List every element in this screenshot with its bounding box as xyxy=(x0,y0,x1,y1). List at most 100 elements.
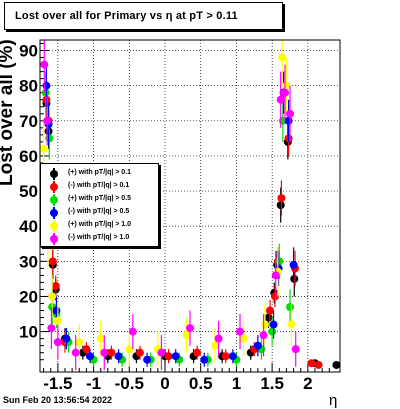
data-point xyxy=(45,134,54,143)
legend-label: (+) with pT/|q| > 0.1 xyxy=(68,169,132,176)
legend-marker xyxy=(50,183,58,191)
y-tick-label: 80 xyxy=(19,77,38,96)
x-axis-label: η xyxy=(329,392,338,409)
data-point xyxy=(276,95,285,104)
chart-title-box: Lost over all for Primary vs η at pT > 0… xyxy=(4,2,283,30)
data-point xyxy=(128,327,137,336)
legend-entry: (-) with pT/|q| > 0.5 xyxy=(41,207,158,219)
y-tick-label: 20 xyxy=(19,287,38,306)
data-point xyxy=(278,53,287,62)
data-point xyxy=(86,352,94,361)
data-point xyxy=(264,313,273,322)
x-tick-label: -1.5 xyxy=(43,374,72,393)
data-point xyxy=(125,345,134,354)
data-point xyxy=(62,334,71,343)
data-point xyxy=(52,306,61,315)
data-point xyxy=(290,274,299,283)
x-tick-label: 2 xyxy=(303,374,312,393)
data-point xyxy=(136,348,144,357)
y-tick-label: 70 xyxy=(19,112,38,131)
legend-label: (+) with pT/|q| > 0.5 xyxy=(68,195,132,202)
data-point xyxy=(214,334,223,343)
legend-entry: (+) with pT/|q| > 1.0 xyxy=(41,220,158,232)
data-point xyxy=(271,292,279,301)
chart-title: Lost over all for Primary vs η at pT > 0… xyxy=(15,10,238,22)
data-point xyxy=(41,88,50,97)
y-tick-label: 30 xyxy=(19,252,38,271)
data-point xyxy=(228,352,237,361)
x-tick-label: -1 xyxy=(86,374,101,393)
data-point xyxy=(332,360,341,369)
data-point xyxy=(47,324,56,333)
legend-label: (-) with pT/|q| > 0.1 xyxy=(68,182,130,189)
data-point xyxy=(182,331,191,340)
data-point xyxy=(164,352,173,361)
legend-marker xyxy=(50,222,58,230)
legend-marker xyxy=(50,196,58,204)
x-tick-label: 1 xyxy=(232,374,241,393)
y-tick-label: 60 xyxy=(19,147,38,166)
data-point xyxy=(107,348,116,357)
series-5 xyxy=(40,40,300,371)
y-tick-label: 10 xyxy=(19,323,38,342)
data-point xyxy=(100,348,109,357)
data-point xyxy=(82,345,91,354)
data-point xyxy=(277,194,286,203)
data-point xyxy=(281,88,289,97)
data-point xyxy=(53,338,62,347)
y-tick-label: 90 xyxy=(19,42,38,61)
data-point xyxy=(211,341,219,350)
data-point xyxy=(261,320,269,329)
data-point xyxy=(314,360,323,369)
legend-entry: (-) with pT/|q| > 0.1 xyxy=(41,181,158,193)
data-point xyxy=(282,81,291,90)
data-point xyxy=(39,144,48,153)
legend-label: (-) with pT/|q| > 0.5 xyxy=(68,208,130,215)
data-point xyxy=(307,359,316,368)
data-point xyxy=(40,60,49,69)
data-point xyxy=(236,327,244,336)
data-point xyxy=(51,281,60,290)
data-point xyxy=(259,331,268,340)
data-point xyxy=(287,320,296,329)
data-point xyxy=(266,306,274,315)
x-tick-label: 1.5 xyxy=(260,374,284,393)
x-tick-label: 0.5 xyxy=(189,374,213,393)
data-point xyxy=(253,341,262,350)
data-point xyxy=(143,355,152,364)
data-point xyxy=(75,338,84,347)
y-axis-label: Lost over all (%) xyxy=(0,39,17,186)
legend-label: (-) with pT/|q| > 1.0 xyxy=(68,234,130,241)
data-point xyxy=(286,303,294,312)
series-2 xyxy=(41,71,294,367)
data-point xyxy=(269,320,278,329)
data-point xyxy=(276,201,285,210)
data-point xyxy=(275,257,284,266)
data-point xyxy=(114,352,123,361)
data-point xyxy=(268,327,277,336)
legend-entry: (-) with pT/|q| > 1.0 xyxy=(41,233,158,245)
data-point xyxy=(284,116,293,125)
data-point xyxy=(48,292,57,301)
legend-marker xyxy=(50,170,58,178)
data-point xyxy=(286,109,294,118)
y-tick-label: 40 xyxy=(19,217,38,236)
data-point xyxy=(289,260,298,269)
legend-label: (+) with pT/|q| > 1.0 xyxy=(68,221,132,228)
data-point xyxy=(271,271,280,280)
data-point xyxy=(43,116,52,125)
data-point xyxy=(186,324,194,333)
data-point xyxy=(48,257,57,266)
data-point xyxy=(171,352,180,361)
data-point xyxy=(221,352,230,361)
data-point xyxy=(193,348,202,357)
y-tick-label: 50 xyxy=(19,182,38,201)
legend-marker xyxy=(50,209,58,217)
data-point xyxy=(53,317,62,326)
timestamp: Sun Feb 20 13:56:54 2022 xyxy=(3,395,113,405)
data-point xyxy=(239,334,248,343)
data-point xyxy=(96,334,105,343)
legend: (+) with pT/|q| > 0.1 (-) with pT/|q| > 0… xyxy=(40,163,159,247)
data-point xyxy=(42,81,51,90)
